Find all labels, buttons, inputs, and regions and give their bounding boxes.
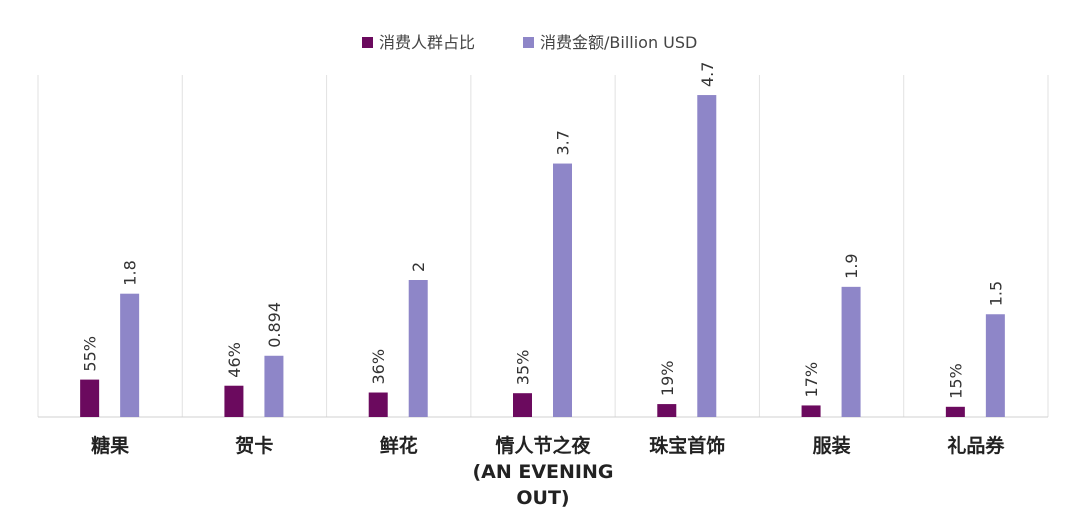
- bar-amount: [985, 314, 1005, 417]
- data-label: 1.5: [986, 281, 1005, 306]
- data-label: 46%: [225, 342, 244, 378]
- bar-share: [945, 406, 965, 417]
- data-label: 2: [409, 262, 428, 272]
- legend-swatch-2: [523, 37, 534, 48]
- data-label: 36%: [369, 349, 388, 385]
- data-label: 3.7: [554, 130, 573, 155]
- data-label: 0.894: [265, 302, 284, 348]
- category-separators: [37, 75, 1049, 417]
- data-label: 35%: [514, 350, 533, 386]
- category-label: 珠宝首饰: [649, 434, 725, 457]
- category-label: 情人节之夜(AN EVENING OUT): [472, 434, 613, 509]
- bar-amount: [697, 95, 717, 418]
- bar-share: [80, 379, 100, 417]
- legend: 消费人群占比 消费金额/Billion USD: [362, 33, 697, 52]
- data-label: 55%: [81, 336, 100, 372]
- data-label: 1.8: [121, 260, 140, 285]
- data-label: 19%: [658, 361, 677, 397]
- category-label: 糖果: [91, 434, 129, 457]
- category-label: 礼品券: [947, 434, 1005, 457]
- bar-amount: [841, 286, 861, 417]
- data-label: 1.9: [842, 253, 861, 278]
- data-label: 4.7: [698, 62, 717, 87]
- bars: [80, 95, 1005, 418]
- bar-share: [801, 405, 821, 417]
- legend-swatch-1: [362, 37, 373, 48]
- bar-amount: [553, 163, 572, 417]
- category-label: 贺卡: [234, 434, 273, 457]
- legend-label-2: 消费金额/Billion USD: [540, 33, 697, 52]
- bar-amount: [408, 280, 428, 417]
- category-labels: 糖果 贺卡 鲜花 情人节之夜(AN EVENING OUT) 珠宝首饰 服装 礼品券: [91, 434, 1005, 509]
- category-label: 服装: [813, 434, 851, 457]
- category-label: 鲜花: [380, 434, 418, 457]
- bar-share: [368, 392, 388, 417]
- data-label: 15%: [946, 363, 965, 399]
- bar-amount: [264, 355, 284, 417]
- bar-share: [513, 393, 532, 417]
- data-label: 17%: [802, 362, 821, 398]
- bar-share: [657, 404, 677, 417]
- bar-share: [224, 385, 244, 417]
- legend-label-1: 消费人群占比: [379, 33, 475, 52]
- bar-amount: [120, 293, 140, 417]
- value-labels: 55% 1.8 46% 0.894 36% 2 35% 3.7 19% 4.7 17% 1.9 15% 1…: [81, 62, 1006, 399]
